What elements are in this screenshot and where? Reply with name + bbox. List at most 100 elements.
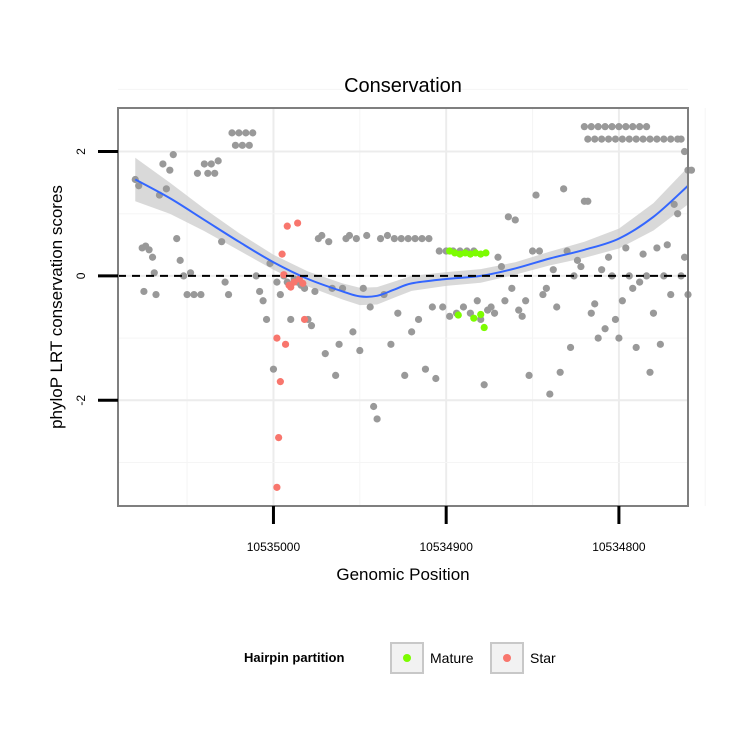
- data-point-other: [522, 297, 530, 305]
- data-point-other: [197, 290, 205, 299]
- data-point-other: [183, 290, 191, 299]
- data-point-other: [166, 166, 174, 174]
- data-point-other: [397, 234, 405, 243]
- data-point-other: [269, 365, 278, 373]
- confidence-band-area: [135, 157, 689, 306]
- data-point-other: [480, 381, 488, 389]
- data-point-other: [180, 272, 188, 280]
- x-tick-label: 10534900: [419, 540, 473, 554]
- data-point-other: [539, 290, 547, 299]
- data-point-other: [653, 135, 661, 143]
- data-point-other: [487, 303, 495, 311]
- data-point-mature: [482, 249, 490, 257]
- data-point-other: [245, 141, 253, 149]
- data-point-other: [680, 253, 689, 261]
- data-point-other: [200, 160, 208, 168]
- data-point-other: [135, 182, 143, 190]
- legend-title: Hairpin partition: [244, 650, 344, 665]
- data-point-other: [542, 284, 550, 292]
- data-point-other: [211, 169, 219, 177]
- data-point-other: [421, 365, 430, 373]
- data-point-star: [280, 271, 288, 279]
- data-point-other: [587, 309, 595, 317]
- data-point-other: [663, 241, 671, 249]
- data-point-other: [228, 129, 236, 137]
- data-point-other: [428, 303, 436, 311]
- panel-background: [118, 108, 688, 506]
- data-point-star: [281, 340, 290, 348]
- data-point-other: [618, 135, 626, 143]
- data-point-other: [618, 297, 626, 305]
- data-point-other: [629, 284, 637, 292]
- smooth-line: [134, 178, 689, 298]
- data-point-other: [556, 368, 564, 376]
- data-point-other: [425, 234, 433, 243]
- data-point-other: [349, 328, 357, 336]
- data-point-other: [490, 309, 499, 317]
- data-point-other: [560, 185, 568, 193]
- data-point-other: [573, 256, 582, 264]
- data-point-mature: [477, 310, 485, 319]
- data-point-other: [252, 272, 260, 280]
- x-tick-label: 10534800: [592, 540, 646, 554]
- data-point-other: [591, 300, 599, 308]
- y-tick-label: 0: [74, 272, 88, 279]
- chart-title: Conservation: [344, 75, 462, 97]
- legend-symbol-star: [503, 654, 511, 662]
- data-point-other: [370, 402, 378, 411]
- data-point-other: [376, 234, 385, 243]
- data-point-other: [345, 231, 354, 240]
- x-tick-label: 10535000: [247, 540, 301, 554]
- data-point-other: [646, 135, 654, 143]
- x-axis-title: Genomic Position: [336, 565, 469, 584]
- data-point-other: [276, 290, 284, 299]
- data-point-other: [311, 287, 319, 296]
- data-point-other: [359, 284, 367, 292]
- data-point-other: [604, 253, 613, 261]
- panel-border: [117, 107, 689, 507]
- data-point-other: [604, 135, 613, 143]
- data-point-other: [656, 340, 664, 348]
- data-point-other: [477, 315, 485, 324]
- data-point-star: [285, 281, 293, 289]
- data-point-other: [642, 272, 651, 280]
- data-point-other: [131, 175, 139, 184]
- data-point-other: [352, 234, 360, 243]
- data-point-other: [256, 287, 264, 296]
- data-point-other: [249, 129, 257, 137]
- data-point-star: [283, 222, 291, 230]
- data-point-other: [601, 123, 609, 131]
- data-point-other: [594, 123, 602, 131]
- legend-symbol-mature: [403, 654, 411, 662]
- data-point-other: [553, 303, 561, 311]
- data-point-other: [190, 290, 198, 299]
- data-point-other: [414, 315, 423, 324]
- data-point-other: [204, 169, 212, 177]
- data-point-other: [218, 238, 226, 246]
- data-point-other: [152, 290, 160, 299]
- data-point-other: [356, 346, 364, 355]
- data-point-other: [159, 160, 167, 168]
- data-point-other: [667, 135, 675, 143]
- data-point-other: [608, 123, 616, 131]
- data-point-other: [646, 368, 654, 376]
- data-point-other: [435, 247, 443, 255]
- data-point-other: [653, 244, 661, 252]
- data-point-other: [577, 262, 585, 271]
- data-point-other: [262, 315, 271, 324]
- legend-label-mature: Mature: [430, 650, 474, 666]
- data-point-other: [546, 390, 554, 398]
- data-point-other: [587, 123, 595, 131]
- data-point-other: [321, 350, 329, 358]
- data-point-other: [273, 278, 281, 286]
- legend-label-star: Star: [530, 650, 556, 666]
- data-point-other: [221, 278, 229, 286]
- data-point-star: [276, 378, 284, 386]
- data-point-other: [363, 231, 371, 240]
- data-point-other: [598, 266, 606, 274]
- data-point-other: [636, 123, 644, 131]
- data-point-other: [518, 312, 526, 320]
- data-point-other: [207, 160, 215, 168]
- data-point-other: [387, 340, 395, 348]
